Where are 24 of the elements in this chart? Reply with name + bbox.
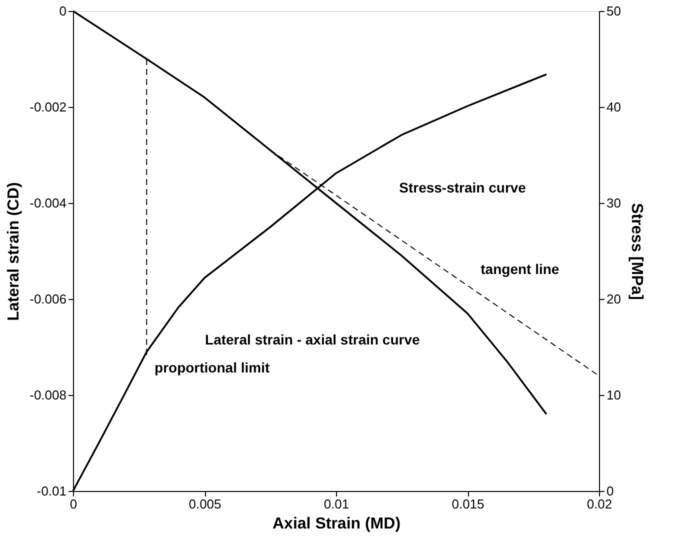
y-axis-title: Lateral strain (CD): [6, 182, 23, 321]
annotation: Lateral strain - axial strain curve: [205, 331, 420, 348]
x-tick-label: 0.02: [586, 496, 612, 512]
x-tick-label: 0: [70, 496, 78, 512]
x-tick-label: 0.01: [324, 496, 350, 512]
y2-axis-title: Stress [MPa]: [628, 203, 645, 300]
y2-tick-label: 0: [606, 484, 614, 498]
y-tick-label: 0: [59, 4, 66, 18]
annotation: tangent line: [480, 261, 560, 278]
y2-tick-label: 30: [606, 196, 621, 210]
y-tick-label: -0.01: [36, 484, 66, 498]
x-axis-title: Axial Strain (MD): [272, 516, 401, 532]
y2-tick-label: 50: [606, 4, 621, 18]
y-tick-label: -0.008: [30, 388, 66, 402]
y2-tick-label: 20: [606, 292, 621, 306]
x-tick-label: 0.005: [188, 496, 222, 512]
y-tick-label: -0.002: [30, 100, 66, 114]
annotation: Stress-strain curve: [399, 180, 526, 196]
y-tick-label: -0.004: [30, 196, 66, 210]
annotation: proportional limit: [154, 360, 270, 376]
y-tick-label: -0.006: [30, 292, 66, 306]
x-tick-label: 0.015: [452, 496, 484, 512]
y2-tick-label: 40: [606, 100, 621, 114]
y2-tick-label: 10: [606, 388, 621, 402]
